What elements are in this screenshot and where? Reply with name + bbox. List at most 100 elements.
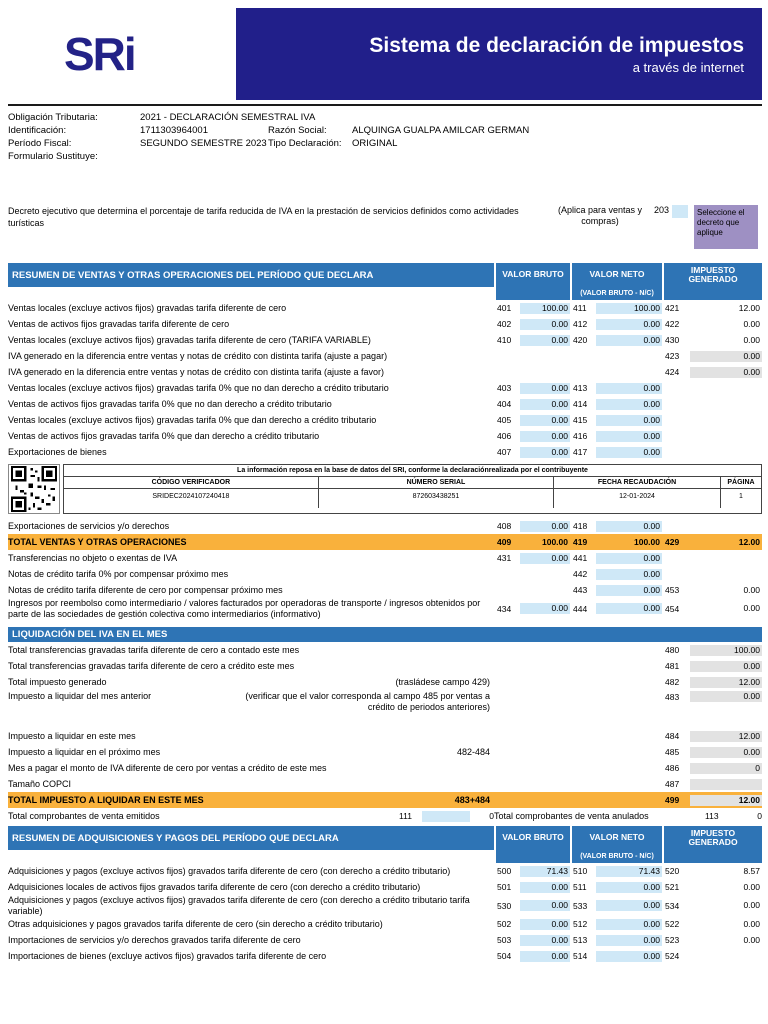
field-value-input[interactable]: 0.00	[596, 552, 662, 564]
row-label-area: Exportaciones de servicios y/o derechos	[8, 521, 494, 532]
field-value-input[interactable]: 0.00	[520, 603, 570, 614]
field-value: 100.00	[634, 536, 660, 547]
field-code: 530	[497, 900, 512, 911]
field-slot: 405 0.00	[494, 414, 570, 426]
field-value-input[interactable]: 0.00	[520, 950, 570, 962]
field-value-input[interactable]: 0.00	[520, 334, 570, 346]
row-label: Ventas locales (excluye activos fijos) g…	[8, 382, 389, 393]
field-value-input[interactable]: 0.00	[596, 950, 662, 962]
tax-declaration-page: SRi Sistema de declaración de impuestos …	[8, 8, 762, 964]
row-label-area: Total transferencias gravadas tarifa dif…	[8, 661, 494, 672]
field-value-input[interactable]: 0.00	[596, 334, 662, 346]
field-value-input[interactable]: 0.00	[596, 918, 662, 930]
decree-field-input[interactable]	[672, 205, 688, 218]
field-code: 421	[665, 303, 680, 313]
sales-rows-top: Ventas locales (excluye activos fijos) g…	[8, 300, 762, 460]
field-value-input[interactable]: 0.00	[596, 430, 662, 442]
row-label: Exportaciones de bienes	[8, 446, 107, 457]
field-value-input[interactable]: 0.00	[596, 900, 662, 911]
table-row: Total transferencias gravadas tarifa dif…	[8, 642, 762, 658]
field-value-input[interactable]: 0.00	[596, 446, 662, 458]
field-code: 411	[573, 303, 587, 313]
table-row: Importaciones de bienes (excluye activos…	[8, 948, 762, 964]
field-value-input[interactable]: 0.00	[520, 918, 570, 930]
field-slot: 414 0.00	[570, 398, 662, 410]
field-value-input[interactable]: 0.00	[520, 900, 570, 911]
field-slot: 501 0.00	[494, 881, 570, 893]
field-value-input[interactable]: 0.00	[596, 603, 662, 614]
field-value-input[interactable]: 0.00	[520, 318, 570, 330]
table-row: Adquisiciones y pagos (excluye activos f…	[8, 895, 762, 916]
field-slot	[494, 779, 570, 790]
field-code: 481	[665, 661, 680, 671]
sales-subheader: (VALOR BRUTO - N/C)	[8, 287, 762, 300]
row-label: Adquisiciones locales de activos fijos g…	[8, 881, 421, 892]
field-slot	[570, 691, 662, 702]
info-row-periodo: Período Fiscal: SEGUNDO SEMESTRE 2023 Ti…	[8, 137, 762, 150]
field-value-input[interactable]: 0.00	[520, 552, 570, 564]
field-slot: 415 0.00	[570, 414, 662, 426]
row-label: Notas de crédito tarifa 0% por compensar…	[8, 568, 229, 579]
field-slot: 486 0	[662, 762, 762, 774]
subheader-impuesto	[662, 850, 762, 863]
field-value-input[interactable]: 0.00	[520, 881, 570, 893]
field-slot	[570, 763, 662, 774]
field-value-input[interactable]: 0.00	[596, 520, 662, 532]
field-value-input[interactable]: 0.00	[520, 382, 570, 394]
field-slot: 407 0.00	[494, 446, 570, 458]
field-value-input[interactable]: 0.00	[596, 398, 662, 410]
field-slot: 521 0.00	[662, 882, 762, 893]
field-value-computed: 12.00	[690, 794, 762, 806]
field-value-computed: 0.00	[690, 350, 762, 362]
field-value-input[interactable]: 100.00	[520, 302, 570, 314]
field-code: 514	[573, 951, 588, 961]
field-slot: 418 0.00	[570, 520, 662, 532]
info-row-identificacion: Identificación: 1711303964001 Razón Soci…	[8, 124, 762, 137]
obligacion-value: 2021 - DECLARACIÓN SEMESTRAL IVA	[140, 112, 316, 123]
field-value: 0.00	[743, 584, 760, 595]
field-value-input[interactable]: 0.00	[520, 414, 570, 426]
field-value-input[interactable]: 0.00	[520, 446, 570, 458]
decree-select[interactable]: Seleccione el decreto que aplique	[694, 205, 758, 249]
field-value-input[interactable]: 0.00	[520, 430, 570, 442]
liquidation-section: LIQUIDACIÓN DEL IVA EN EL MES Total tran…	[8, 627, 762, 824]
purchases-section: RESUMEN DE ADQUISICIONES Y PAGOS DEL PER…	[8, 826, 762, 964]
table-row: Ventas locales (excluye activos fijos) g…	[8, 412, 762, 428]
row-note: (trasládese campo 429)	[395, 676, 490, 687]
field-slot: 513 0.00	[570, 934, 662, 946]
header-banner: Sistema de declaración de impuestos a tr…	[236, 8, 762, 100]
field-value-input[interactable]: 0.00	[596, 568, 662, 580]
field-slot: 503 0.00	[494, 934, 570, 946]
row-label: Tamaño COPCI	[8, 778, 72, 789]
row-label: IVA generado en la diferencia entre vent…	[8, 350, 388, 361]
row-label-area: Total transferencias gravadas tarifa dif…	[8, 645, 494, 656]
field-slot: 511 0.00	[570, 881, 662, 893]
field-code: 401	[497, 303, 512, 313]
field-value-input[interactable]: 0.00	[596, 584, 662, 596]
row-label: Adquisiciones y pagos (excluye activos f…	[8, 865, 451, 876]
field-value-input[interactable]: 71.43	[520, 865, 570, 877]
field-slot	[570, 661, 662, 672]
field-value-input[interactable]: 0.00	[596, 318, 662, 330]
field-value-input[interactable]: 0.00	[596, 382, 662, 394]
field-value-input[interactable]: 0.00	[520, 934, 570, 946]
field-value	[596, 367, 662, 378]
field-value-input[interactable]	[422, 810, 470, 822]
field-value-input[interactable]: 0.00	[596, 414, 662, 426]
row-label: Transferencias no objeto o exentas de IV…	[8, 552, 178, 563]
field-code: 513	[573, 935, 588, 945]
field-value-input[interactable]: 0.00	[520, 520, 570, 532]
field-value-input[interactable]: 0.00	[520, 398, 570, 410]
field-value-input[interactable]: 71.43	[596, 865, 662, 877]
field-value-input[interactable]: 0.00	[596, 934, 662, 946]
field-code: 414	[573, 399, 588, 409]
field-value-input[interactable]: 100.00	[596, 302, 662, 314]
field-value-input[interactable]: 0.00	[596, 881, 662, 893]
row-label-area: Impuesto a liquidar del mes anterior (ver…	[8, 691, 494, 713]
field-slot: 429 12.00	[662, 537, 762, 548]
table-row: Transferencias no objeto o exentas de IV…	[8, 550, 762, 566]
field-slot: 499 12.00	[662, 794, 762, 806]
row-label-area: Tamaño COPCI	[8, 779, 494, 790]
row-label: Importaciones de servicios y/o derechos …	[8, 934, 301, 945]
field-slot	[570, 351, 662, 362]
